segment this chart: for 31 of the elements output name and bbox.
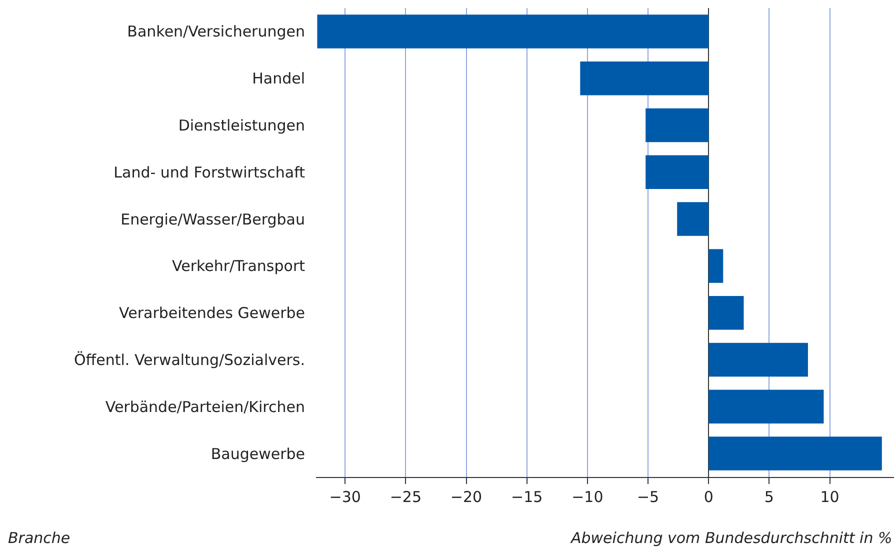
bar — [677, 202, 709, 236]
bar — [646, 155, 709, 190]
x-tick-label: −30 — [329, 488, 361, 506]
bar — [580, 61, 709, 96]
bar — [708, 296, 744, 330]
x-tick-label: 0 — [704, 488, 714, 506]
y-tick-label: Verarbeitendes Gewerbe — [119, 304, 305, 322]
y-tick-label: Banken/Versicherungen — [127, 22, 305, 41]
y-tick-label: Verkehr/Transport — [172, 257, 306, 276]
y-axis-title: Branche — [8, 529, 70, 547]
x-tick-label: −25 — [390, 488, 422, 506]
y-tick-label: Öffentl. Verwaltung/Sozialvers. — [74, 351, 305, 369]
y-tick-label: Verbände/Parteien/Kirchen — [105, 398, 305, 416]
bar — [708, 390, 824, 424]
bar — [708, 249, 724, 283]
x-tick-label: −15 — [511, 488, 543, 506]
x-tick-label: −5 — [636, 488, 660, 506]
x-tick-label: 5 — [764, 488, 774, 506]
x-tick-label: −10 — [572, 488, 604, 506]
x-tick-label: 10 — [820, 488, 840, 506]
y-tick-label: Dienstleistungen — [178, 116, 305, 134]
y-tick-label: Baugewerbe — [210, 444, 305, 463]
y-tick-label: Land- und Forstwirtschaft — [114, 163, 306, 182]
x-tick-label: −20 — [450, 488, 482, 506]
bar — [646, 108, 709, 142]
bar — [317, 14, 709, 48]
y-tick-label: Energie/Wasser/Bergbau — [120, 210, 305, 228]
x-axis-title: Abweichung vom Bundesdurchschnitt in % — [570, 529, 892, 547]
bar — [708, 342, 808, 377]
y-tick-label: Handel — [252, 70, 305, 88]
bar — [708, 436, 882, 470]
